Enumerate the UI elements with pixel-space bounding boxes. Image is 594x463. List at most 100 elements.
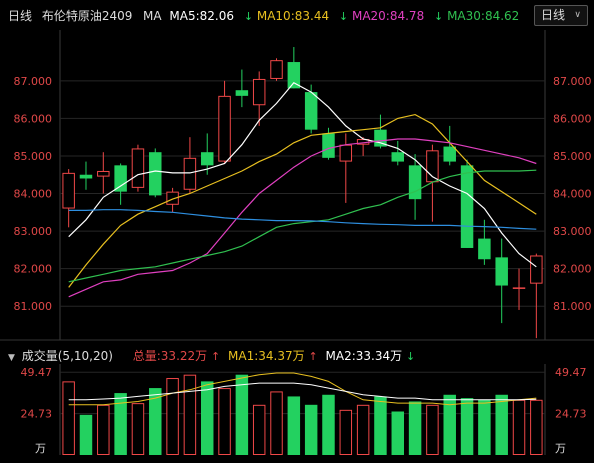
volume-unit-left: 万	[35, 442, 46, 455]
y-tick-label-left: 83.000	[14, 225, 53, 238]
period-label: 日线	[8, 9, 33, 23]
volume-tick-label-right: 49.47	[555, 366, 587, 379]
chevron-down-icon: ∨	[574, 10, 581, 20]
volume-tick-label-right: 24.73	[555, 408, 587, 421]
candle-down	[408, 165, 422, 200]
instrument-name: 布伦特原油2409	[41, 9, 133, 23]
volume-bar-down	[495, 394, 508, 455]
y-tick-label-left: 85.000	[14, 150, 53, 163]
ma-legend: MA MA5:82.06 ↓ MA10:83.44 ↓ MA20:84.78 ↓…	[143, 8, 519, 25]
candle-up	[97, 170, 110, 177]
y-tick-label-left: 82.000	[14, 263, 53, 276]
ma20-value: MA20:84.78	[351, 9, 425, 23]
volume-bar-up	[530, 399, 543, 455]
candle-up	[183, 157, 197, 190]
volume-bar-up	[339, 409, 353, 456]
arrow-down-icon: ↓	[434, 10, 444, 23]
volume-bar-up	[166, 378, 179, 455]
y-tick-label-left: 84.000	[14, 188, 53, 201]
arrow-up-icon: ↑	[308, 350, 318, 363]
volume-unit-right: 万	[555, 442, 566, 455]
ma20-line	[68, 138, 537, 298]
volume-bar-down	[391, 411, 405, 455]
candle-down	[149, 152, 162, 196]
collapse-triangle-icon[interactable]: ▼	[8, 353, 15, 363]
volume-ma2: MA2:33.34万	[325, 349, 403, 363]
period-select-label: 日线	[541, 8, 566, 22]
ma5-line	[68, 81, 537, 268]
period-select[interactable]: 日线 ∨	[534, 5, 588, 26]
ma10-line	[68, 113, 537, 288]
volume-bar-down	[235, 374, 249, 455]
volume-bar-up	[131, 403, 145, 455]
y-tick-label-left: 86.000	[14, 112, 53, 125]
volume-bar-down	[322, 394, 335, 455]
candle-up	[252, 78, 266, 106]
volume-bar-up	[426, 404, 439, 455]
volume-bar-up	[183, 374, 197, 456]
y-tick-label-right: 81.000	[553, 300, 592, 313]
volume-bar-up	[218, 388, 231, 456]
ma5-value: MA5:82.06	[169, 9, 234, 23]
candle-down	[443, 146, 456, 162]
volume-bar-up	[270, 391, 283, 455]
y-tick-label-right: 83.000	[553, 225, 592, 238]
y-tick-label-left: 87.000	[14, 75, 53, 88]
candle-down	[391, 152, 405, 162]
ma30-line	[68, 169, 537, 283]
ma-label: MA	[143, 9, 162, 23]
candle-down	[79, 174, 93, 179]
y-tick-label-right: 87.000	[553, 75, 592, 88]
candle-down	[460, 165, 474, 248]
candle-up	[131, 148, 145, 188]
arrow-down-icon: ↓	[243, 10, 254, 23]
volume-tick-label-left: 24.73	[21, 408, 53, 421]
candle-up	[512, 287, 526, 289]
candle-up	[426, 150, 439, 183]
arrow-down-icon: ↓	[405, 350, 416, 363]
long-ma-line	[68, 209, 537, 230]
candle-up	[356, 139, 370, 145]
volume-title: 成交量(5,10,20)	[21, 349, 113, 363]
arrow-up-icon: ↑	[210, 350, 221, 363]
candle-down	[374, 129, 387, 147]
volume-bar-up	[512, 399, 526, 455]
volume-ma2-line	[68, 382, 537, 401]
candle-down	[287, 62, 301, 89]
candle-down	[478, 238, 491, 260]
candle-up	[530, 255, 543, 284]
arrow-down-icon: ↓	[338, 10, 349, 23]
volume-bar-down	[114, 393, 127, 455]
candle-up	[339, 144, 353, 162]
volume-bar-up	[97, 404, 110, 455]
volume-tick-label-left: 49.47	[21, 366, 53, 379]
volume-bar-up	[62, 381, 75, 455]
volume-bar-up	[252, 404, 266, 455]
volume-bar-down	[287, 396, 301, 455]
volume-ma1: MA1:34.37万	[228, 349, 305, 363]
y-tick-label-right: 86.000	[553, 112, 592, 125]
volume-bar-down	[443, 394, 456, 455]
volume-header: ▼ 成交量(5,10,20) 总量:33.22万 ↑ MA1:34.37万 ↑ …	[8, 348, 415, 366]
volume-total: 总量:33.22万	[132, 349, 208, 363]
candle-up	[166, 191, 179, 205]
candle-up	[218, 95, 231, 162]
volume-ma1-line	[68, 372, 537, 406]
volume-bar-down	[149, 388, 162, 455]
y-tick-label-right: 84.000	[553, 188, 592, 201]
candle-up	[270, 60, 283, 79]
volume-bar-up	[356, 404, 370, 455]
chart-header: 日线 布伦特原油2409	[8, 8, 132, 24]
candle-down	[322, 133, 335, 158]
ma30-value: MA30:84.62	[447, 9, 520, 23]
volume-bar-down	[374, 396, 387, 455]
volume-bar-down	[478, 399, 491, 455]
ma10-value: MA10:83.44	[256, 9, 330, 23]
candle-down	[200, 152, 214, 166]
volume-bar-down	[79, 414, 93, 455]
candle-down	[235, 90, 249, 96]
y-tick-label-right: 82.000	[553, 263, 592, 276]
y-tick-label-left: 81.000	[14, 300, 53, 313]
